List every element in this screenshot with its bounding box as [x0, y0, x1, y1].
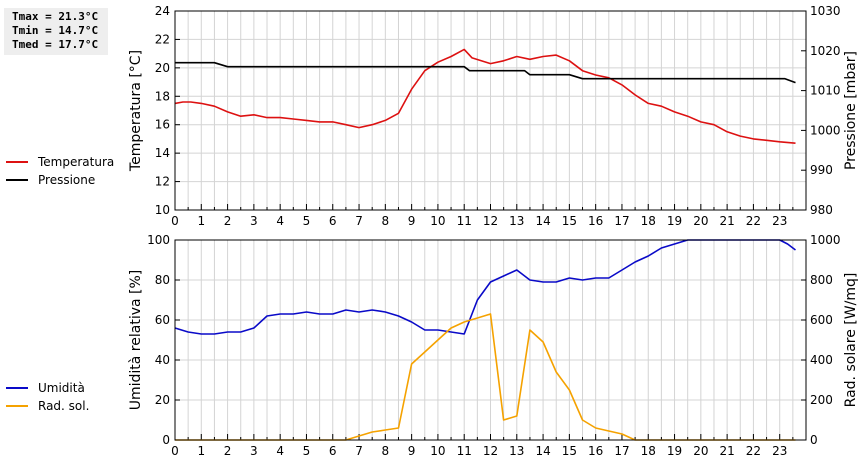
x-tick-label: 6 [329, 214, 337, 228]
y2-tick-label: 400 [810, 353, 833, 367]
y-axis-title: Temperatura [°C] [128, 50, 144, 172]
series-line-2 [175, 61, 796, 84]
x-tick-label: 21 [719, 444, 734, 458]
y-tick-label: 100 [147, 233, 170, 247]
y-tick-label: 24 [155, 4, 170, 18]
y2-tick-label: 600 [810, 313, 833, 327]
y2-tick-label: 800 [810, 273, 833, 287]
legend-label-2: Pressione [38, 173, 95, 187]
y2-tick-label: 1020 [810, 44, 841, 58]
series-line-1 [174, 239, 796, 335]
x-tick-label: 4 [276, 444, 284, 458]
x-tick-label: 0 [171, 444, 179, 458]
stats-box: Tmax = 21.3°C Tmin = 14.7°C Tmed = 17.7°… [4, 8, 108, 55]
y-tick-label: 20 [155, 393, 170, 407]
x-tick-label: 4 [276, 214, 284, 228]
series-line-1 [174, 48, 796, 144]
y2-axis-title: Pressione [mbar] [843, 51, 859, 170]
x-tick-label: 23 [772, 444, 787, 458]
y-tick-label: 12 [155, 175, 170, 189]
y2-axis-title: Rad. solare [W/mq] [843, 273, 859, 408]
tmed-label: Tmed = 17.7°C [12, 38, 99, 51]
plot-frame [174, 239, 807, 441]
x-tick-label: 6 [329, 444, 337, 458]
y2-tick-label: 1000 [810, 123, 841, 137]
y-tick-label: 0 [162, 433, 170, 447]
x-tick-label: 11 [457, 444, 472, 458]
y-tick-label: 20 [155, 61, 170, 75]
x-tick-label: 10 [430, 214, 445, 228]
y-tick-label: 22 [155, 32, 170, 46]
x-tick-label: 18 [641, 214, 656, 228]
x-tick-label: 14 [535, 214, 550, 228]
legend-label-2: Rad. sol. [38, 399, 89, 413]
x-tick-label: 10 [430, 444, 445, 458]
x-tick-label: 16 [588, 214, 603, 228]
x-tick-label: 1 [197, 214, 205, 228]
x-tick-label: 0 [171, 214, 179, 228]
x-tick-label: 13 [509, 214, 524, 228]
x-tick-label: 1 [197, 444, 205, 458]
y-tick-label: 40 [155, 353, 170, 367]
x-tick-label: 15 [562, 214, 577, 228]
x-tick-label: 7 [355, 444, 363, 458]
y-tick-label: 80 [155, 273, 170, 287]
x-tick-label: 20 [693, 444, 708, 458]
x-tick-label: 17 [614, 444, 629, 458]
x-tick-label: 12 [483, 444, 498, 458]
legend-label-1: Temperatura [37, 155, 114, 169]
y-axis-title: Umidità relativa [%] [128, 270, 144, 411]
x-tick-label: 16 [588, 444, 603, 458]
x-tick-label: 9 [408, 214, 416, 228]
x-tick-label: 5 [303, 214, 311, 228]
x-tick-label: 7 [355, 214, 363, 228]
legend-label-1: Umidità [38, 381, 85, 395]
y2-tick-label: 200 [810, 393, 833, 407]
x-tick-label: 8 [382, 444, 390, 458]
tmin-label: Tmin = 14.7°C [12, 24, 99, 37]
y-tick-label: 14 [155, 146, 170, 160]
x-tick-label: 9 [408, 444, 416, 458]
tmax-label: Tmax = 21.3°C [12, 10, 99, 23]
x-tick-label: 2 [224, 214, 232, 228]
y2-tick-label: 1000 [810, 233, 841, 247]
y2-tick-label: 980 [810, 203, 833, 217]
x-tick-label: 21 [719, 214, 734, 228]
x-tick-label: 11 [457, 214, 472, 228]
x-tick-label: 14 [535, 444, 550, 458]
y-tick-label: 10 [155, 203, 170, 217]
x-tick-label: 15 [562, 444, 577, 458]
x-tick-label: 20 [693, 214, 708, 228]
y-tick-label: 16 [155, 118, 170, 132]
y-tick-label: 18 [155, 89, 170, 103]
x-tick-label: 3 [250, 214, 258, 228]
x-tick-label: 8 [382, 214, 390, 228]
series-line-2 [175, 313, 796, 441]
x-tick-label: 13 [509, 444, 524, 458]
x-tick-label: 5 [303, 444, 311, 458]
x-tick-label: 12 [483, 214, 498, 228]
y2-tick-label: 1010 [810, 84, 841, 98]
y-tick-label: 60 [155, 313, 170, 327]
x-tick-label: 18 [641, 444, 656, 458]
y2-tick-label: 1030 [810, 4, 841, 18]
x-tick-label: 23 [772, 214, 787, 228]
x-tick-label: 22 [746, 214, 761, 228]
x-tick-label: 17 [614, 214, 629, 228]
y2-tick-label: 0 [810, 433, 818, 447]
plot-frame [174, 10, 807, 211]
x-tick-label: 3 [250, 444, 258, 458]
x-tick-label: 19 [667, 444, 682, 458]
x-tick-label: 19 [667, 214, 682, 228]
x-tick-label: 22 [746, 444, 761, 458]
x-tick-label: 2 [224, 444, 232, 458]
y2-tick-label: 990 [810, 163, 833, 177]
